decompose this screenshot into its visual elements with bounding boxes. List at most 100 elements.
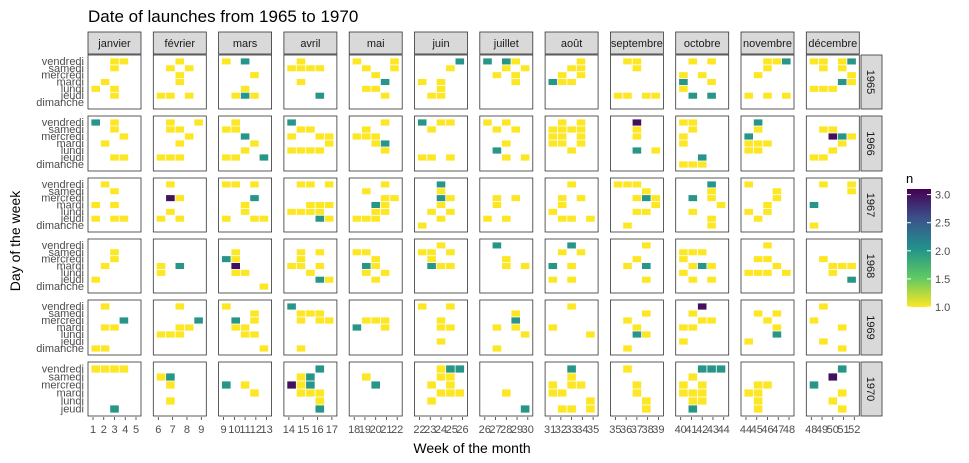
heat-cell xyxy=(763,269,772,276)
heat-cell xyxy=(222,154,231,161)
facet-panel xyxy=(218,361,273,417)
heat-cell xyxy=(753,269,763,276)
heat-cell xyxy=(688,262,698,270)
legend-tick-label: 3.0 xyxy=(935,190,950,202)
heat-cell xyxy=(231,249,240,256)
heat-cell xyxy=(819,338,828,345)
heat-cell xyxy=(380,147,390,154)
x-tick-label: 16 xyxy=(311,424,323,436)
year-strip xyxy=(860,177,883,233)
facet-panel xyxy=(479,177,534,233)
heat-cell xyxy=(306,381,315,389)
heat-cell xyxy=(548,133,558,140)
heat-cell xyxy=(240,85,250,92)
heat-cell xyxy=(455,365,465,373)
heat-cell xyxy=(632,208,642,215)
y-tick-label: samedi xyxy=(49,247,84,259)
heat-cell xyxy=(688,249,698,256)
heat-cell xyxy=(436,181,446,188)
year-strip-label: 1968 xyxy=(864,254,876,278)
heat-cell xyxy=(240,331,250,338)
heat-cell xyxy=(586,405,595,413)
x-tick-label: 46 xyxy=(761,424,773,436)
heat-cell xyxy=(315,201,325,209)
month-strip-label: octobre xyxy=(684,38,721,50)
heat-cell xyxy=(296,65,306,72)
facet-panel xyxy=(283,54,338,110)
heat-cell xyxy=(707,215,716,222)
heat-cell xyxy=(427,154,436,161)
facet-panel xyxy=(218,115,273,172)
heat-cell xyxy=(763,140,772,147)
y-tick-label: dimanche xyxy=(36,97,84,109)
heat-cell xyxy=(371,276,380,283)
heat-cell xyxy=(632,256,642,263)
heat-cell xyxy=(380,78,390,86)
heat-cell xyxy=(688,58,698,65)
heat-cell xyxy=(697,154,707,161)
heat-cell xyxy=(744,147,753,154)
x-tick-label: 12 xyxy=(250,424,262,436)
heat-cell xyxy=(837,140,847,147)
heat-cell xyxy=(576,140,586,147)
heat-cell xyxy=(642,276,651,283)
x-tick-label: 26 xyxy=(479,424,491,436)
heat-cell xyxy=(567,381,576,389)
heat-cell xyxy=(753,126,763,133)
heat-cell xyxy=(567,303,576,310)
heat-cell xyxy=(753,405,763,413)
heat-cell xyxy=(819,85,828,92)
heat-cell xyxy=(287,133,296,140)
x-tick-label: 6 xyxy=(155,424,161,436)
heat-cell xyxy=(287,262,296,270)
heat-cell xyxy=(166,65,175,72)
heat-cell xyxy=(240,324,250,331)
heat-cell xyxy=(296,181,306,188)
heat-cell xyxy=(753,310,763,317)
heat-cell xyxy=(446,381,455,389)
heat-cell xyxy=(110,119,119,126)
heat-cell xyxy=(110,85,119,92)
heat-cell xyxy=(483,58,492,65)
heat-cell xyxy=(753,147,763,154)
heat-cell xyxy=(156,92,166,99)
heat-cell xyxy=(688,310,698,317)
heat-cell xyxy=(306,269,315,276)
facet-panel xyxy=(805,299,860,356)
heat-cell xyxy=(371,256,380,263)
heat-cell xyxy=(586,215,595,222)
month-strip xyxy=(348,31,403,55)
heat-cell xyxy=(520,262,530,270)
heat-cell xyxy=(548,78,558,86)
heat-cell xyxy=(782,92,791,99)
heat-cell xyxy=(324,317,334,324)
heat-cell xyxy=(119,317,129,324)
heat-cell xyxy=(306,208,315,215)
heat-cell xyxy=(576,119,586,126)
heat-cell xyxy=(707,365,716,373)
heat-cell xyxy=(371,381,380,389)
heat-cell xyxy=(763,92,772,99)
heat-cell xyxy=(436,389,446,397)
heat-cell xyxy=(184,133,194,140)
heat-cell xyxy=(576,133,586,140)
heat-cell xyxy=(492,126,502,133)
y-tick-label: jeudi xyxy=(60,336,84,348)
heat-cell xyxy=(110,201,119,209)
heat-cell xyxy=(231,181,240,188)
year-strip-label: 1965 xyxy=(864,70,876,94)
heat-cell xyxy=(110,324,119,331)
heat-cell xyxy=(697,161,707,168)
heat-cell xyxy=(362,65,371,72)
heat-cell xyxy=(362,215,371,222)
heat-cell xyxy=(324,181,334,188)
month-strip xyxy=(414,31,468,55)
month-strip xyxy=(479,31,534,55)
x-tick-label: 1 xyxy=(90,424,96,436)
year-strip xyxy=(860,238,883,294)
facet-panel xyxy=(675,177,730,233)
y-tick-label: vendredi xyxy=(42,179,84,191)
y-tick-label: mercredi xyxy=(41,380,84,392)
x-tick-label: 51 xyxy=(837,424,849,436)
